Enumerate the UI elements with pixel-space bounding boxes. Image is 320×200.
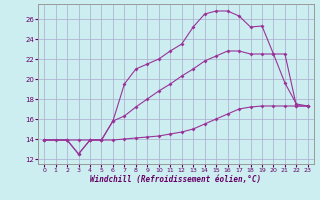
X-axis label: Windchill (Refroidissement éolien,°C): Windchill (Refroidissement éolien,°C): [91, 175, 261, 184]
